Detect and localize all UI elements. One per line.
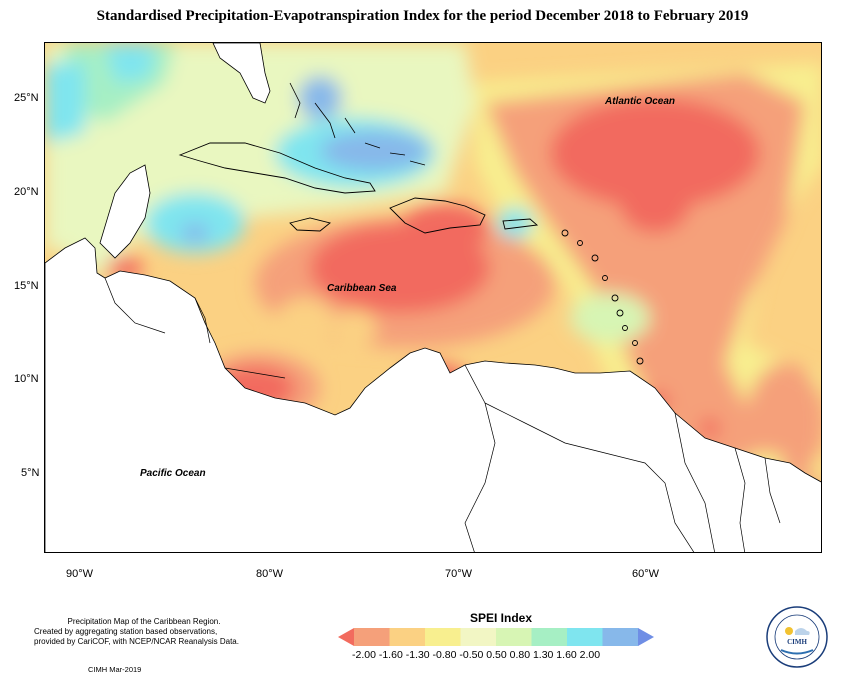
footer-credit: CIMH Mar-2019 <box>88 665 142 674</box>
bahamas-islands <box>289 82 426 166</box>
cimh-logo: CIMH <box>766 606 828 668</box>
label-pacific-ocean: Pacific Ocean <box>140 468 206 479</box>
logo-text: CIMH <box>787 638 807 646</box>
footer-description: Precipitation Map of the Caribbean Regio… <box>34 617 254 647</box>
legend-labels: -2.00 -1.60 -1.30 -0.80 -0.50 0.50 0.80 … <box>352 649 601 661</box>
legend-swatch <box>602 628 639 646</box>
hispaniola-outline <box>389 197 486 234</box>
footer-line3: provided by CariCOF, with NCEP/NCAR Rean… <box>34 637 239 646</box>
footer-line2: Created by aggregating station based obs… <box>34 627 218 636</box>
cuba-outline <box>178 142 376 194</box>
puerto-rico-outline <box>502 218 539 230</box>
map-title: Standardised Precipitation-Evapotranspir… <box>96 8 749 24</box>
legend-swatch <box>460 628 497 646</box>
lat-label-5n: 5°N <box>21 467 40 479</box>
legend-swatch <box>425 628 461 646</box>
legend-arrow-high <box>638 628 654 646</box>
spei-field <box>45 43 821 552</box>
florida-landmass <box>212 43 271 104</box>
legend-colorbar <box>338 628 654 646</box>
lesser-antilles <box>561 229 644 365</box>
legend-arrow-low <box>338 628 354 646</box>
legend-swatch <box>354 628 390 646</box>
label-atlantic-ocean: Atlantic Ocean <box>604 96 675 107</box>
legend-swatch <box>496 628 532 646</box>
jamaica-outline <box>289 217 331 232</box>
legend-swatch <box>567 628 603 646</box>
lon-label-60w: 60°W <box>632 568 660 580</box>
lat-label-20n: 20°N <box>14 186 39 198</box>
legend-swatches <box>338 628 654 646</box>
lat-label-25n: 25°N <box>14 92 39 104</box>
yucatan-landmass <box>99 164 151 259</box>
spei-map: Atlantic Ocean Caribbean Sea Pacific Oce… <box>44 42 822 553</box>
cloud-icon <box>795 628 810 635</box>
lat-label-10n: 10°N <box>14 373 39 385</box>
lon-label-90w: 90°W <box>66 568 94 580</box>
label-caribbean-sea: Caribbean Sea <box>327 283 397 294</box>
footer-line1: Precipitation Map of the Caribbean Regio… <box>67 617 221 626</box>
lon-label-80w: 80°W <box>256 568 284 580</box>
legend-title: SPEI Index <box>470 611 533 625</box>
lat-label-15n: 15°N <box>14 280 39 292</box>
legend-swatch <box>531 628 568 646</box>
lon-label-70w: 70°W <box>445 568 473 580</box>
country-borders <box>104 277 781 552</box>
sun-icon <box>785 627 793 635</box>
legend-swatch <box>389 628 426 646</box>
map-canvas: Atlantic Ocean Caribbean Sea Pacific Oce… <box>45 43 821 552</box>
